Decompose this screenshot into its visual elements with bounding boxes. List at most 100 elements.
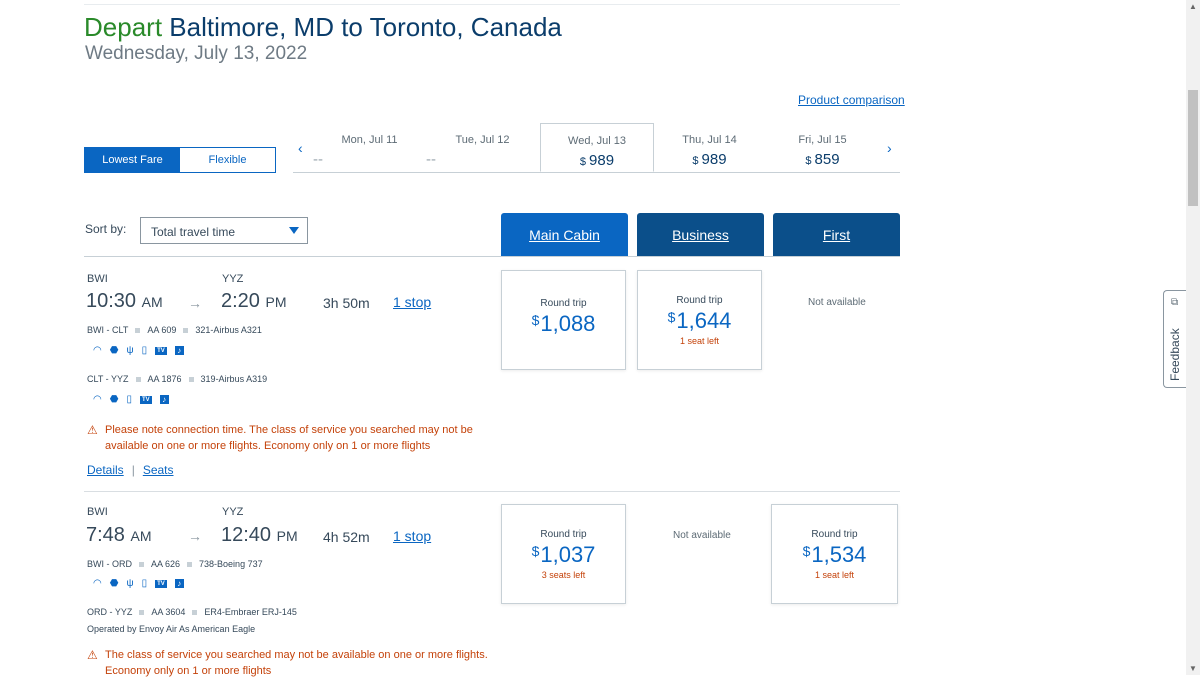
segment-route: CLT - YYZ: [87, 374, 129, 384]
fare-price: 1,644: [676, 308, 732, 333]
tab-business[interactable]: Business: [637, 213, 764, 256]
wifi-icon: ◠: [93, 394, 102, 405]
sort-select[interactable]: Total travel time: [140, 217, 308, 244]
fare-card-first[interactable]: Round trip $1,534 1 seat left: [771, 504, 898, 604]
fare-type: Round trip: [540, 529, 587, 540]
connection-warning: ⚠ Please note connection time. The class…: [87, 422, 473, 454]
date-option[interactable]: Tue, Jul 12 --: [426, 123, 539, 172]
date-option[interactable]: Thu, Jul 14 $989: [653, 123, 766, 172]
power-icon: ⬣: [109, 394, 119, 405]
wifi-icon: ◠: [93, 578, 102, 589]
page-scrollbar[interactable]: ▲ ▼: [1186, 0, 1200, 675]
segment-flight: AA 3604: [151, 607, 186, 617]
date-option-price: --: [313, 151, 323, 168]
music-icon: ♪: [159, 395, 169, 404]
chevron-left-icon[interactable]: ‹: [298, 140, 303, 156]
currency-symbol: $: [667, 309, 676, 325]
stops-link[interactable]: 1 stop: [393, 528, 432, 544]
segment-info: CLT - YYZ AA 1876 319-Airbus A319: [87, 374, 267, 384]
flight-duration: 3h 50m: [323, 295, 370, 311]
date-option-price: --: [426, 151, 436, 168]
feedback-tab[interactable]: ⧉ Feedback: [1163, 290, 1190, 388]
warning-icon: ⚠: [87, 648, 98, 662]
usb-icon: ψ: [126, 578, 134, 589]
seats-left: 1 seat left: [679, 336, 720, 346]
flight-duration: 4h 52m: [323, 529, 370, 545]
warning-text: Please note connection time. The class o…: [105, 424, 473, 436]
divider: [84, 256, 900, 257]
tv-icon: TV: [155, 346, 167, 355]
seats-link[interactable]: Seats: [142, 463, 174, 477]
fare-type: Round trip: [676, 295, 723, 306]
seats-left: 3 seats left: [541, 570, 586, 580]
connection-warning: ⚠ The class of service you searched may …: [87, 647, 488, 679]
not-available-label: Not available: [673, 530, 731, 541]
time-ampm: PM: [265, 294, 287, 310]
tab-first[interactable]: First: [773, 213, 900, 256]
fare-type: Round trip: [540, 298, 587, 309]
date-option[interactable]: Fri, Jul 15 $859: [766, 123, 879, 172]
scroll-down-icon[interactable]: ▼: [1189, 664, 1197, 673]
link-separator: |: [131, 463, 135, 477]
fare-card-main-cabin[interactable]: Round trip $1,088: [501, 270, 626, 370]
departure-time: 7:48 AM: [86, 524, 152, 547]
segment-info: BWI - CLT AA 609 321-Airbus A321: [87, 325, 262, 335]
currency-symbol: $: [692, 155, 699, 167]
segment-flight: AA 609: [147, 325, 177, 335]
fare-price: 1,088: [540, 311, 596, 336]
flexible-fare-button[interactable]: Flexible: [180, 148, 275, 172]
amenities: ◠ ⬣ ψ ▯ TV ♪: [93, 578, 184, 589]
date-option-label: Mon, Jul 11: [341, 134, 398, 146]
wifi-icon: ◠: [93, 345, 102, 356]
row-divider: [84, 491, 900, 492]
destination-code: YYZ: [222, 506, 244, 518]
segment-route: ORD - YYZ: [87, 607, 133, 617]
caret-down-icon: [289, 227, 299, 234]
fare-type: Round trip: [811, 529, 858, 540]
stops-link[interactable]: 1 stop: [393, 294, 432, 310]
date-option[interactable]: Mon, Jul 11 --: [313, 123, 426, 172]
sort-value: Total travel time: [151, 225, 236, 239]
currency-symbol: $: [531, 543, 540, 559]
chevron-right-icon[interactable]: ›: [887, 140, 892, 156]
operated-by: Operated by Envoy Air As American Eagle: [87, 624, 256, 634]
arrival-time: 12:40 PM: [221, 524, 298, 547]
date-option-label: Wed, Jul 13: [568, 135, 626, 147]
product-comparison-link[interactable]: Product comparison: [798, 93, 905, 107]
fare-price: 1,037: [540, 542, 596, 567]
time-value: 10:30: [86, 290, 137, 312]
fare-type-toggle: Lowest Fare Flexible: [84, 147, 276, 173]
segment-flight: AA 626: [151, 559, 181, 569]
warning-text: The class of service you searched may no…: [105, 649, 488, 661]
not-available-label: Not available: [808, 297, 866, 308]
tab-main-cabin[interactable]: Main Cabin: [501, 213, 628, 256]
segment-aircraft: ER4-Embraer ERJ-145: [204, 607, 297, 617]
flight-links: Details | Seats: [87, 463, 174, 477]
arrow-right-icon: →: [188, 295, 202, 311]
lowest-fare-button[interactable]: Lowest Fare: [85, 148, 180, 172]
origin-code: BWI: [87, 506, 108, 518]
currency-symbol: $: [805, 155, 812, 167]
route-label: Baltimore, MD to Toronto, Canada: [169, 12, 562, 42]
power-icon: ⬣: [109, 578, 119, 589]
date-option-selected[interactable]: Wed, Jul 13 $989: [540, 123, 654, 172]
page-title: Depart Baltimore, MD to Toronto, Canada: [84, 12, 562, 43]
segment-info: BWI - ORD AA 626 738-Boeing 737: [87, 559, 263, 569]
phone-icon: ▯: [126, 394, 132, 405]
scroll-up-icon[interactable]: ▲: [1189, 2, 1197, 11]
date-option-price: 989: [701, 151, 727, 168]
fare-card-main-cabin[interactable]: Round trip $1,037 3 seats left: [501, 504, 626, 604]
details-link[interactable]: Details: [87, 463, 124, 477]
date-option-price: 859: [814, 151, 840, 168]
segment-route: BWI - ORD: [87, 559, 132, 569]
fare-card-business[interactable]: Round trip $1,644 1 seat left: [637, 270, 762, 370]
feedback-label: Feedback: [1168, 328, 1182, 381]
tv-icon: TV: [139, 395, 152, 404]
scrollbar-thumb[interactable]: [1188, 90, 1198, 206]
arrival-time: 2:20 PM: [221, 290, 287, 313]
segment-info: ORD - YYZ AA 3604 ER4-Embraer ERJ-145: [87, 607, 297, 617]
depart-label: Depart: [84, 12, 163, 42]
top-divider: [84, 4, 900, 5]
external-link-icon: ⧉: [1171, 297, 1179, 308]
destination-code: YYZ: [222, 273, 244, 285]
